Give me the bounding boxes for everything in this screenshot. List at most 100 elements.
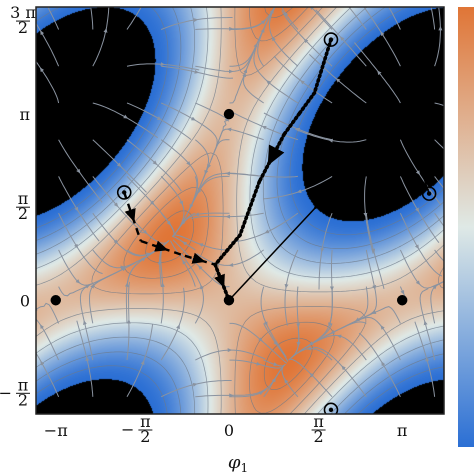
- streamline-103: [363, 176, 368, 218]
- x-tick-num-3: π: [313, 412, 324, 431]
- streamline-tail-103: [365, 215, 374, 254]
- streamline-tail-102: [373, 251, 385, 290]
- streamline-122: [434, 280, 444, 288]
- trajectory-3-seg-0: [123, 192, 136, 223]
- streamline-107: [348, 7, 367, 30]
- streamline-91: [320, 213, 333, 253]
- y-tick-num-2: π: [18, 189, 29, 208]
- streamline-tail-19: [126, 117, 158, 139]
- contour-layer: [36, 7, 444, 414]
- streamline-116: [377, 70, 401, 104]
- streamline-tail-76: [281, 364, 286, 381]
- streamline-tail-119: [414, 321, 428, 359]
- streamline-53: [195, 26, 234, 31]
- x-tick-label-4: π: [397, 421, 408, 440]
- streamline-60: [197, 175, 230, 194]
- streamline-100: [354, 286, 369, 322]
- trajectory-2-seg-1-b: [282, 111, 302, 137]
- streamline-41: [161, 65, 200, 74]
- streamline-46: [182, 259, 196, 287]
- streamline-tail-108: [358, 332, 383, 364]
- streamline-37: [160, 212, 171, 226]
- streamline-tail-44: [230, 349, 266, 360]
- streamline-127: [434, 102, 444, 107]
- streamline-tail-46: [170, 240, 184, 262]
- streamline-55: [229, 359, 261, 366]
- streamline-tail-45: [180, 253, 202, 287]
- streamline-121: [430, 284, 437, 324]
- contour-line-4: [36, 7, 444, 414]
- streamline-72: [226, 127, 264, 141]
- streamline-43: [195, 393, 234, 398]
- streamline-34: [160, 324, 180, 361]
- streamline-tail-23: [128, 281, 130, 322]
- streamline-tail-91: [318, 250, 323, 290]
- circled-point-dot-0: [328, 37, 334, 42]
- trajectory-3-seg-1: [140, 239, 169, 252]
- streamline-125: [434, 176, 444, 190]
- circled-point-dot-1: [122, 190, 127, 195]
- streamline-tail-61: [192, 166, 209, 203]
- streamline-tail-115: [418, 173, 442, 205]
- streamline-tail-73: [244, 38, 260, 75]
- streamline-82: [261, 125, 299, 141]
- streamline-117: [380, 31, 401, 67]
- streamline-tail-6: [76, 209, 100, 242]
- streamline-tail-8: [36, 60, 42, 70]
- streamline-120: [423, 320, 436, 361]
- streamline-29: [126, 139, 158, 165]
- y-tick-num-0: 3 π: [10, 3, 36, 22]
- streamline-64: [229, 19, 266, 30]
- streamline-26: [126, 249, 151, 257]
- x-tick-label-1: − π2: [121, 412, 153, 446]
- streamline-tail-81: [225, 172, 262, 177]
- streamline-102: [365, 213, 376, 254]
- circled-point-ring-3: [323, 402, 339, 414]
- streamline-13: [88, 283, 95, 324]
- saddle-point-3: [50, 295, 61, 306]
- streamline-65: [263, 377, 276, 398]
- streamline-123: [434, 249, 444, 262]
- streamline-86: [309, 372, 333, 398]
- streamline-tail-71: [197, 172, 228, 193]
- streamline-92: [296, 175, 333, 193]
- streamline-10: [47, 7, 60, 30]
- streamline-101: [365, 249, 377, 290]
- streamline-104: [328, 138, 367, 143]
- streamline-85: [284, 11, 299, 30]
- streamline-119: [425, 356, 436, 397]
- y-tick-label-3: 0: [20, 291, 30, 310]
- streamline-25: [126, 257, 147, 287]
- y-tick-den-4: 2: [18, 390, 28, 409]
- streamline-tail-2: [1, 310, 35, 325]
- streamline-tail-72: [210, 128, 229, 161]
- streamline-tail-7: [78, 171, 103, 203]
- streamline-tail-70: [191, 215, 228, 220]
- streamline-tail-116: [354, 42, 379, 73]
- streamline-tail-68: [266, 324, 287, 358]
- trajectory-2-seg-3: [247, 179, 262, 211]
- streamline-90: [329, 249, 334, 291]
- trajectory-2-seg-0-b: [312, 64, 325, 95]
- streamline-tail-83: [253, 47, 268, 82]
- circled-point-dot-3: [328, 407, 334, 413]
- trajectory-3-seg-0-b: [131, 216, 142, 242]
- streamline-129: [430, 7, 436, 30]
- y-tick-label-0: 3 π2: [10, 3, 36, 37]
- streamline-105: [335, 78, 367, 104]
- contour-line-5: [91, 7, 444, 414]
- streamline-tail-95: [281, 9, 306, 41]
- y-tick-num-4: π: [18, 375, 29, 394]
- streamline-106: [339, 36, 367, 67]
- streamline-59: [194, 212, 230, 217]
- streamline-7: [58, 139, 81, 174]
- contour-line-3: [36, 7, 444, 414]
- streamline-1: [40, 324, 60, 361]
- streamline-35: [160, 282, 165, 324]
- streamline-45: [194, 284, 204, 324]
- trajectory-0-seg-0-b: [401, 113, 417, 155]
- streamline-31: [126, 62, 166, 67]
- streamline-21: [90, 7, 94, 30]
- streamline-124: [434, 212, 444, 227]
